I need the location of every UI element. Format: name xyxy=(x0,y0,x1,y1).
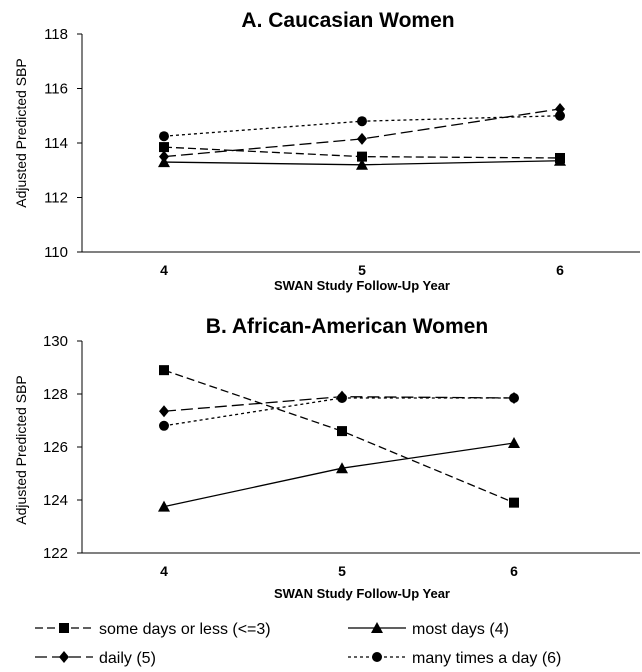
y-axis-label-african-american: Adjusted Predicted SBP xyxy=(13,375,29,524)
data-point-caucasian-0-1 xyxy=(357,151,367,162)
legend-item-0: some days or less (<=3) xyxy=(35,621,271,638)
data-point-african-american-0-0 xyxy=(159,365,169,376)
data-point-african-american-1-2 xyxy=(508,437,520,449)
data-point-caucasian-3-1 xyxy=(357,116,367,127)
series-line-african-american-0 xyxy=(163,369,515,504)
data-point-african-american-3-2 xyxy=(509,392,519,403)
chart-title-african-american: B. African-American Women xyxy=(206,315,488,338)
data-point-african-american-0-2 xyxy=(509,497,519,508)
legend-marker xyxy=(371,622,383,633)
legend-item-1: most days (4) xyxy=(348,621,509,638)
legend-marker xyxy=(59,651,69,663)
data-point-caucasian-3-0 xyxy=(159,131,169,142)
legend-item-2: daily (5) xyxy=(35,650,156,667)
x-axis-label-caucasian: SWAN Study Follow-Up Year xyxy=(274,278,450,293)
x-tick-label: 6 xyxy=(510,563,518,579)
data-point-caucasian-2-1 xyxy=(357,132,367,145)
legend-marker xyxy=(372,652,382,662)
y-tick-label: 112 xyxy=(44,190,68,207)
legend-label: some days or less (<=3) xyxy=(99,621,271,638)
data-point-african-american-1-1 xyxy=(336,462,348,474)
chart-panel-african-american: B. African-American Women Adjusted Predi… xyxy=(13,315,640,601)
y-tick-label: 126 xyxy=(43,439,68,456)
y-tick-label: 128 xyxy=(43,386,68,403)
series-line-african-american-1 xyxy=(163,442,515,508)
data-point-caucasian-2-0 xyxy=(159,150,169,163)
x-tick-label: 5 xyxy=(358,262,366,278)
series-line-african-american-3 xyxy=(163,397,514,427)
y-tick-label: 116 xyxy=(44,81,68,98)
legend-label: most days (4) xyxy=(412,621,509,638)
data-point-african-american-2-0 xyxy=(159,405,169,418)
data-point-caucasian-1-1 xyxy=(356,158,368,170)
data-point-african-american-3-1 xyxy=(337,392,347,403)
x-tick-label: 5 xyxy=(338,563,346,579)
y-tick-label: 110 xyxy=(44,244,68,261)
legend: some days or less (<=3) most days (4) dail… xyxy=(35,621,561,667)
y-tick-label: 130 xyxy=(43,333,68,350)
data-point-african-american-3-0 xyxy=(159,420,169,431)
x-axis-label-african-american: SWAN Study Follow-Up Year xyxy=(274,586,450,601)
y-tick-label: 122 xyxy=(43,545,68,562)
legend-item-3: many times a day (6) xyxy=(348,650,561,667)
y-tick-label: 114 xyxy=(44,135,68,152)
data-point-african-american-1-0 xyxy=(158,500,170,512)
legend-label: many times a day (6) xyxy=(412,650,561,667)
x-tick-label: 4 xyxy=(160,262,168,278)
chart-panel-caucasian: A. Caucasian Women Adjusted Predicted SB… xyxy=(13,9,640,293)
data-point-caucasian-1-2 xyxy=(554,154,566,166)
x-tick-label: 6 xyxy=(556,262,564,278)
y-axis-label-caucasian: Adjusted Predicted SBP xyxy=(13,58,29,207)
legend-marker xyxy=(59,623,69,633)
y-tick-label: 124 xyxy=(43,492,68,509)
data-point-caucasian-3-2 xyxy=(555,110,565,121)
chart-title-caucasian: A. Caucasian Women xyxy=(241,9,454,32)
y-tick-label: 118 xyxy=(44,26,68,43)
legend-label: daily (5) xyxy=(99,650,156,667)
series-line-caucasian-2 xyxy=(163,108,561,158)
x-tick-label: 4 xyxy=(160,563,168,579)
data-point-african-american-0-1 xyxy=(337,426,347,437)
data-point-caucasian-0-0 xyxy=(159,142,169,153)
